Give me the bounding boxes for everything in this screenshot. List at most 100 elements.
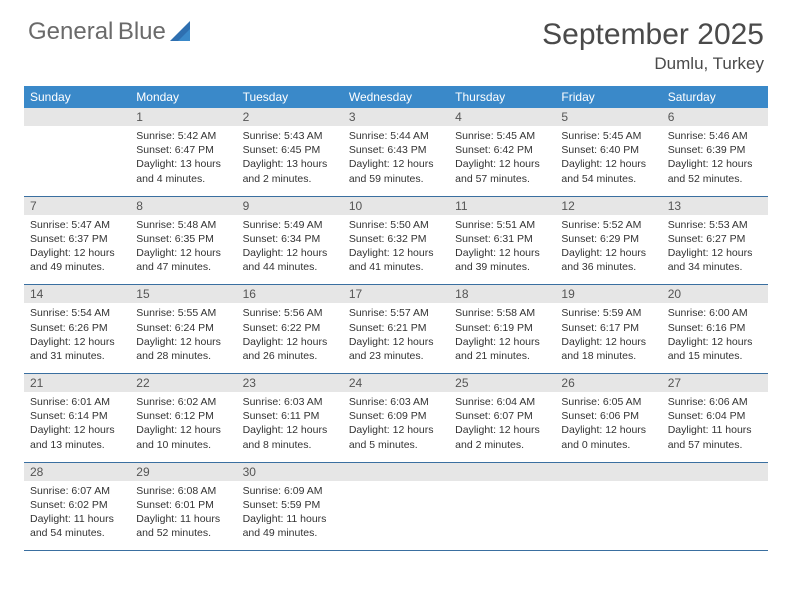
sunrise-line: Sunrise: 6:07 AM bbox=[30, 484, 124, 498]
day-number: 15 bbox=[130, 285, 236, 303]
day-cell: Sunrise: 5:56 AMSunset: 6:22 PMDaylight:… bbox=[237, 303, 343, 373]
sunset-line: Sunset: 6:21 PM bbox=[349, 321, 443, 335]
sunrise-line: Sunrise: 5:46 AM bbox=[668, 129, 762, 143]
sunrise-line: Sunrise: 6:08 AM bbox=[136, 484, 230, 498]
dow-friday: Friday bbox=[555, 86, 661, 108]
sunrise-line: Sunrise: 5:43 AM bbox=[243, 129, 337, 143]
day-cell: Sunrise: 5:42 AMSunset: 6:47 PMDaylight:… bbox=[130, 126, 236, 196]
day-number: 26 bbox=[555, 374, 661, 392]
daylight-line: Daylight: 13 hours and 4 minutes. bbox=[136, 157, 230, 185]
daylight-line: Daylight: 12 hours and 44 minutes. bbox=[243, 246, 337, 274]
day-number: 4 bbox=[449, 108, 555, 126]
sunset-line: Sunset: 6:06 PM bbox=[561, 409, 655, 423]
sunset-line: Sunset: 6:40 PM bbox=[561, 143, 655, 157]
dow-wednesday: Wednesday bbox=[343, 86, 449, 108]
day-cell: Sunrise: 5:51 AMSunset: 6:31 PMDaylight:… bbox=[449, 215, 555, 285]
sunrise-line: Sunrise: 6:00 AM bbox=[668, 306, 762, 320]
day-number: 30 bbox=[237, 463, 343, 481]
day-number: 28 bbox=[24, 463, 130, 481]
day-number: 10 bbox=[343, 197, 449, 215]
sail-icon bbox=[168, 19, 196, 45]
dow-tuesday: Tuesday bbox=[237, 86, 343, 108]
day-number: 21 bbox=[24, 374, 130, 392]
daylight-line: Daylight: 11 hours and 57 minutes. bbox=[668, 423, 762, 451]
day-number: 5 bbox=[555, 108, 661, 126]
sunrise-line: Sunrise: 5:52 AM bbox=[561, 218, 655, 232]
sunset-line: Sunset: 6:17 PM bbox=[561, 321, 655, 335]
sunrise-line: Sunrise: 6:03 AM bbox=[243, 395, 337, 409]
day-number: 1 bbox=[130, 108, 236, 126]
sunrise-line: Sunrise: 6:04 AM bbox=[455, 395, 549, 409]
sunrise-line: Sunrise: 5:44 AM bbox=[349, 129, 443, 143]
day-number: 27 bbox=[662, 374, 768, 392]
sunset-line: Sunset: 6:16 PM bbox=[668, 321, 762, 335]
sunrise-line: Sunrise: 5:42 AM bbox=[136, 129, 230, 143]
day-number: 9 bbox=[237, 197, 343, 215]
sunset-line: Sunset: 6:43 PM bbox=[349, 143, 443, 157]
sunrise-line: Sunrise: 5:45 AM bbox=[455, 129, 549, 143]
day-number: 2 bbox=[237, 108, 343, 126]
content-row: Sunrise: 6:07 AMSunset: 6:02 PMDaylight:… bbox=[24, 481, 768, 552]
sunrise-line: Sunrise: 5:55 AM bbox=[136, 306, 230, 320]
day-number: 3 bbox=[343, 108, 449, 126]
sunrise-line: Sunrise: 5:57 AM bbox=[349, 306, 443, 320]
week-0: 123456Sunrise: 5:42 AMSunset: 6:47 PMDay… bbox=[24, 108, 768, 197]
sunset-line: Sunset: 6:19 PM bbox=[455, 321, 549, 335]
day-cell: Sunrise: 6:07 AMSunset: 6:02 PMDaylight:… bbox=[24, 481, 130, 551]
sunset-line: Sunset: 6:47 PM bbox=[136, 143, 230, 157]
day-cell: Sunrise: 6:05 AMSunset: 6:06 PMDaylight:… bbox=[555, 392, 661, 462]
day-cell: Sunrise: 5:59 AMSunset: 6:17 PMDaylight:… bbox=[555, 303, 661, 373]
sunrise-line: Sunrise: 5:56 AM bbox=[243, 306, 337, 320]
day-cell: Sunrise: 5:54 AMSunset: 6:26 PMDaylight:… bbox=[24, 303, 130, 373]
sunset-line: Sunset: 6:32 PM bbox=[349, 232, 443, 246]
daynum-row: 21222324252627 bbox=[24, 374, 768, 392]
daylight-line: Daylight: 12 hours and 26 minutes. bbox=[243, 335, 337, 363]
weeks-container: 123456Sunrise: 5:42 AMSunset: 6:47 PMDay… bbox=[24, 108, 768, 551]
daylight-line: Daylight: 13 hours and 2 minutes. bbox=[243, 157, 337, 185]
day-cell: Sunrise: 6:02 AMSunset: 6:12 PMDaylight:… bbox=[130, 392, 236, 462]
daylight-line: Daylight: 12 hours and 39 minutes. bbox=[455, 246, 549, 274]
daylight-line: Daylight: 12 hours and 18 minutes. bbox=[561, 335, 655, 363]
sunset-line: Sunset: 6:34 PM bbox=[243, 232, 337, 246]
logo-text-bottom: Blue bbox=[118, 18, 166, 45]
day-cell: Sunrise: 5:45 AMSunset: 6:42 PMDaylight:… bbox=[449, 126, 555, 196]
location: Dumlu, Turkey bbox=[542, 54, 764, 74]
daylight-line: Daylight: 12 hours and 34 minutes. bbox=[668, 246, 762, 274]
day-cell: Sunrise: 5:47 AMSunset: 6:37 PMDaylight:… bbox=[24, 215, 130, 285]
sunrise-line: Sunrise: 5:53 AM bbox=[668, 218, 762, 232]
day-cell: Sunrise: 6:08 AMSunset: 6:01 PMDaylight:… bbox=[130, 481, 236, 551]
daylight-line: Daylight: 12 hours and 5 minutes. bbox=[349, 423, 443, 451]
day-cell: Sunrise: 5:45 AMSunset: 6:40 PMDaylight:… bbox=[555, 126, 661, 196]
day-number: 11 bbox=[449, 197, 555, 215]
sunset-line: Sunset: 6:12 PM bbox=[136, 409, 230, 423]
day-number bbox=[24, 108, 130, 126]
day-cell: Sunrise: 5:58 AMSunset: 6:19 PMDaylight:… bbox=[449, 303, 555, 373]
daylight-line: Daylight: 12 hours and 28 minutes. bbox=[136, 335, 230, 363]
sunset-line: Sunset: 6:09 PM bbox=[349, 409, 443, 423]
week-3: 21222324252627Sunrise: 6:01 AMSunset: 6:… bbox=[24, 374, 768, 463]
sunrise-line: Sunrise: 5:45 AM bbox=[561, 129, 655, 143]
day-cell: Sunrise: 5:57 AMSunset: 6:21 PMDaylight:… bbox=[343, 303, 449, 373]
daylight-line: Daylight: 11 hours and 49 minutes. bbox=[243, 512, 337, 540]
daynum-row: 78910111213 bbox=[24, 197, 768, 215]
sunrise-line: Sunrise: 6:09 AM bbox=[243, 484, 337, 498]
sunrise-line: Sunrise: 5:54 AM bbox=[30, 306, 124, 320]
day-cell: Sunrise: 5:53 AMSunset: 6:27 PMDaylight:… bbox=[662, 215, 768, 285]
day-cell: Sunrise: 5:52 AMSunset: 6:29 PMDaylight:… bbox=[555, 215, 661, 285]
daylight-line: Daylight: 12 hours and 13 minutes. bbox=[30, 423, 124, 451]
content-row: Sunrise: 6:01 AMSunset: 6:14 PMDaylight:… bbox=[24, 392, 768, 463]
sunset-line: Sunset: 6:07 PM bbox=[455, 409, 549, 423]
day-cell: Sunrise: 6:00 AMSunset: 6:16 PMDaylight:… bbox=[662, 303, 768, 373]
daylight-line: Daylight: 12 hours and 31 minutes. bbox=[30, 335, 124, 363]
daylight-line: Daylight: 12 hours and 2 minutes. bbox=[455, 423, 549, 451]
sunrise-line: Sunrise: 5:50 AM bbox=[349, 218, 443, 232]
day-cell: Sunrise: 5:50 AMSunset: 6:32 PMDaylight:… bbox=[343, 215, 449, 285]
day-cell: Sunrise: 6:06 AMSunset: 6:04 PMDaylight:… bbox=[662, 392, 768, 462]
daylight-line: Daylight: 11 hours and 52 minutes. bbox=[136, 512, 230, 540]
day-cell bbox=[555, 481, 661, 551]
daylight-line: Daylight: 12 hours and 0 minutes. bbox=[561, 423, 655, 451]
sunrise-line: Sunrise: 5:59 AM bbox=[561, 306, 655, 320]
day-cell: Sunrise: 5:48 AMSunset: 6:35 PMDaylight:… bbox=[130, 215, 236, 285]
daylight-line: Daylight: 12 hours and 21 minutes. bbox=[455, 335, 549, 363]
day-cell: Sunrise: 5:44 AMSunset: 6:43 PMDaylight:… bbox=[343, 126, 449, 196]
